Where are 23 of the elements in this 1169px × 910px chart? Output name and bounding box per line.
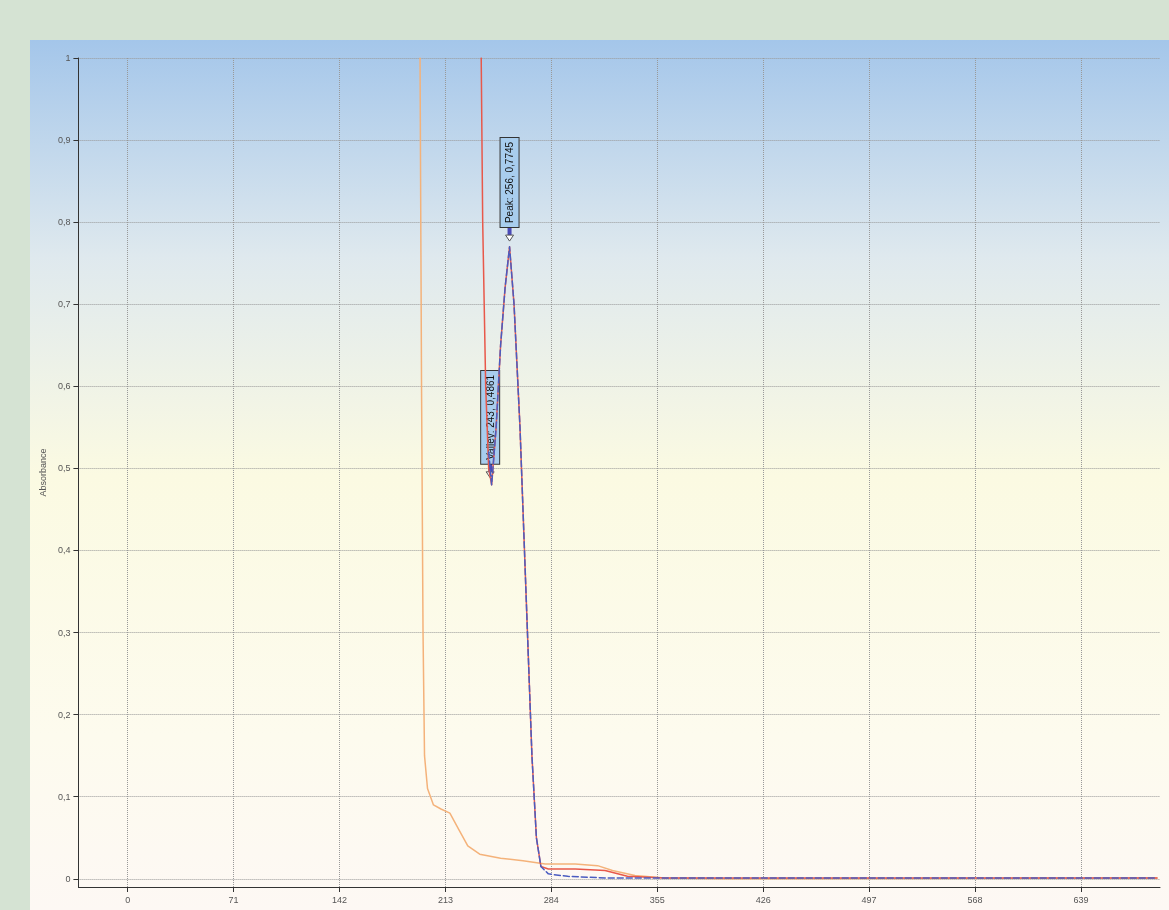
x-tick-label: 213 [437, 894, 453, 905]
y-tick-label: 0,4 [57, 545, 71, 556]
x-tick-label: 568 [967, 894, 983, 905]
x-tick-label: 497 [861, 894, 877, 905]
y-tick-label: 0,1 [57, 791, 71, 802]
y-tick-label: 0,9 [57, 135, 71, 146]
annotation: Peak: 256, 0,7745 [504, 141, 516, 224]
x-tick-label: 426 [755, 894, 771, 905]
y-tick-label: 0,2 [57, 709, 71, 720]
x-tick-label: 142 [331, 894, 347, 905]
x-tick-label: 355 [649, 894, 665, 905]
y-tick-label: 0,8 [57, 217, 71, 228]
y-tick-label: 0 [65, 873, 71, 884]
x-tick-label: 71 [228, 894, 239, 905]
y-tick-label: 0,3 [57, 627, 71, 638]
y-tick-label: 1 [65, 53, 71, 63]
x-tick-label: 284 [543, 894, 559, 905]
y-tick-label: 0,7 [57, 299, 71, 310]
y-axis-title: Absorbance [37, 448, 48, 497]
x-tick-label: 639 [1073, 894, 1089, 905]
y-tick-label: 0,6 [57, 381, 71, 392]
x-tick-label: 0 [125, 894, 131, 905]
y-tick-label: 0,5 [57, 463, 71, 474]
